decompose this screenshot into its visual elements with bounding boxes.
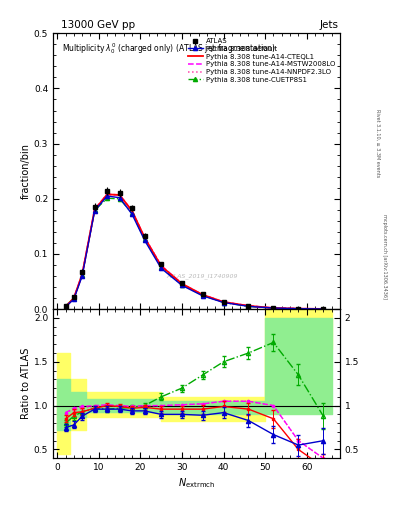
Pythia 8.308 tune-CUETP8S1 (92, 207, 97, 214)
Pythia 8.308 tune-A14-MSTW2008LO (142, 234, 147, 241)
Pythia 8.308 default (246, 303, 251, 309)
Pythia 8.308 default (80, 273, 84, 279)
X-axis label: $N_{\rm extrm{ch}}$: $N_{\rm extrm{ch}}$ (178, 476, 215, 490)
Pythia 8.308 tune-CUETP8S1 (271, 305, 276, 311)
Pythia 8.308 tune-A14-MSTW2008LO (321, 306, 326, 312)
Pythia 8.308 tune-A14-NNPDF2.3LO (105, 191, 110, 198)
Pythia 8.308 tune-A14-CTEQL1 (200, 292, 205, 298)
Pythia 8.308 tune-A14-CTEQL1 (130, 208, 134, 214)
Pythia 8.308 tune-A14-CTEQL1 (180, 281, 184, 287)
Pythia 8.308 tune-A14-CTEQL1 (271, 305, 276, 311)
Pythia 8.308 tune-CUETP8S1 (159, 264, 163, 270)
Pythia 8.308 tune-A14-NNPDF2.3LO (92, 206, 97, 212)
Pythia 8.308 tune-A14-CTEQL1 (221, 299, 226, 305)
Pythia 8.308 tune-A14-CTEQL1 (63, 304, 68, 310)
Pythia 8.308 default (63, 304, 68, 310)
Pythia 8.308 tune-A14-CTEQL1 (296, 306, 301, 312)
Pythia 8.308 tune-A14-NNPDF2.3LO (221, 299, 226, 305)
Text: Jets: Jets (320, 19, 339, 30)
Pythia 8.308 default (92, 208, 97, 214)
Pythia 8.308 tune-A14-NNPDF2.3LO (296, 306, 301, 312)
Pythia 8.308 tune-A14-NNPDF2.3LO (63, 304, 68, 310)
Pythia 8.308 tune-A14-MSTW2008LO (105, 191, 110, 198)
Pythia 8.308 tune-A14-MSTW2008LO (80, 271, 84, 278)
Pythia 8.308 tune-A14-NNPDF2.3LO (159, 263, 163, 269)
Pythia 8.308 tune-A14-MSTW2008LO (246, 303, 251, 309)
Pythia 8.308 tune-A14-MSTW2008LO (92, 206, 97, 212)
Pythia 8.308 tune-CUETP8S1 (130, 210, 134, 216)
Pythia 8.308 tune-A14-NNPDF2.3LO (200, 292, 205, 298)
Text: Multiplicity $\lambda_0^0$ (charged only) (ATLAS jet fragmentation): Multiplicity $\lambda_0^0$ (charged only… (62, 41, 276, 56)
Pythia 8.308 tune-A14-CTEQL1 (246, 303, 251, 309)
Pythia 8.308 default (130, 211, 134, 217)
Pythia 8.308 tune-A14-NNPDF2.3LO (72, 295, 76, 301)
Pythia 8.308 tune-CUETP8S1 (105, 195, 110, 201)
Pythia 8.308 tune-A14-CTEQL1 (72, 295, 76, 301)
Y-axis label: Ratio to ATLAS: Ratio to ATLAS (21, 348, 31, 419)
Pythia 8.308 default (321, 306, 326, 312)
Pythia 8.308 tune-CUETP8S1 (72, 295, 76, 301)
Pythia 8.308 tune-A14-CTEQL1 (117, 192, 122, 198)
Line: Pythia 8.308 default: Pythia 8.308 default (63, 194, 325, 311)
Pythia 8.308 default (221, 300, 226, 306)
Pythia 8.308 default (72, 296, 76, 302)
Text: 13000 GeV pp: 13000 GeV pp (61, 19, 135, 30)
Pythia 8.308 tune-CUETP8S1 (180, 282, 184, 288)
Pythia 8.308 default (296, 306, 301, 312)
Line: Pythia 8.308 tune-A14-CTEQL1: Pythia 8.308 tune-A14-CTEQL1 (66, 195, 323, 309)
Pythia 8.308 tune-A14-NNPDF2.3LO (142, 234, 147, 241)
Pythia 8.308 default (200, 293, 205, 299)
Pythia 8.308 tune-A14-CTEQL1 (159, 263, 163, 269)
Pythia 8.308 tune-A14-MSTW2008LO (271, 305, 276, 311)
Pythia 8.308 tune-A14-NNPDF2.3LO (80, 271, 84, 278)
Pythia 8.308 tune-CUETP8S1 (221, 300, 226, 306)
Pythia 8.308 tune-CUETP8S1 (80, 272, 84, 278)
Pythia 8.308 tune-A14-MSTW2008LO (180, 281, 184, 287)
Pythia 8.308 tune-CUETP8S1 (63, 303, 68, 309)
Pythia 8.308 tune-A14-NNPDF2.3LO (271, 305, 276, 311)
Pythia 8.308 tune-A14-CTEQL1 (142, 234, 147, 241)
Pythia 8.308 tune-A14-NNPDF2.3LO (117, 192, 122, 198)
Pythia 8.308 tune-A14-MSTW2008LO (200, 292, 205, 298)
Line: Pythia 8.308 tune-CUETP8S1: Pythia 8.308 tune-CUETP8S1 (63, 196, 325, 311)
Pythia 8.308 tune-A14-CTEQL1 (80, 271, 84, 278)
Text: Rivet 3.1.10, ≥ 3.3M events: Rivet 3.1.10, ≥ 3.3M events (375, 109, 380, 178)
Pythia 8.308 tune-CUETP8S1 (200, 292, 205, 298)
Pythia 8.308 tune-A14-MSTW2008LO (130, 208, 134, 214)
Pythia 8.308 tune-A14-MSTW2008LO (72, 295, 76, 301)
Pythia 8.308 tune-CUETP8S1 (117, 196, 122, 202)
Pythia 8.308 tune-A14-MSTW2008LO (296, 306, 301, 312)
Pythia 8.308 default (271, 305, 276, 311)
Pythia 8.308 tune-CUETP8S1 (246, 303, 251, 309)
Pythia 8.308 tune-CUETP8S1 (142, 236, 147, 242)
Pythia 8.308 tune-A14-CTEQL1 (92, 207, 97, 213)
Pythia 8.308 tune-A14-NNPDF2.3LO (321, 306, 326, 312)
Pythia 8.308 tune-CUETP8S1 (296, 306, 301, 312)
Pythia 8.308 default (117, 195, 122, 201)
Pythia 8.308 default (105, 193, 110, 199)
Pythia 8.308 default (180, 282, 184, 288)
Y-axis label: fraction/bin: fraction/bin (21, 143, 31, 199)
Pythia 8.308 tune-A14-NNPDF2.3LO (130, 208, 134, 214)
Pythia 8.308 tune-A14-MSTW2008LO (63, 304, 68, 310)
Text: ATLAS_2019_I1740909: ATLAS_2019_I1740909 (167, 273, 238, 279)
Legend: ATLAS, Pythia 8.308 default, Pythia 8.308 tune-A14-CTEQL1, Pythia 8.308 tune-A14: ATLAS, Pythia 8.308 default, Pythia 8.30… (186, 37, 336, 84)
Pythia 8.308 tune-A14-NNPDF2.3LO (246, 303, 251, 309)
Line: Pythia 8.308 tune-A14-NNPDF2.3LO: Pythia 8.308 tune-A14-NNPDF2.3LO (66, 195, 323, 309)
Pythia 8.308 tune-A14-CTEQL1 (105, 191, 110, 198)
Pythia 8.308 tune-A14-MSTW2008LO (221, 299, 226, 305)
Pythia 8.308 default (142, 237, 147, 243)
Pythia 8.308 tune-A14-MSTW2008LO (159, 263, 163, 269)
Pythia 8.308 tune-A14-CTEQL1 (321, 306, 326, 312)
Line: Pythia 8.308 tune-A14-MSTW2008LO: Pythia 8.308 tune-A14-MSTW2008LO (66, 195, 323, 309)
Pythia 8.308 tune-CUETP8S1 (321, 306, 326, 312)
Pythia 8.308 default (159, 265, 163, 271)
Pythia 8.308 tune-A14-NNPDF2.3LO (180, 281, 184, 287)
Text: mcplots.cern.ch [arXiv:1306.3436]: mcplots.cern.ch [arXiv:1306.3436] (382, 214, 387, 298)
Pythia 8.308 tune-A14-MSTW2008LO (117, 192, 122, 198)
